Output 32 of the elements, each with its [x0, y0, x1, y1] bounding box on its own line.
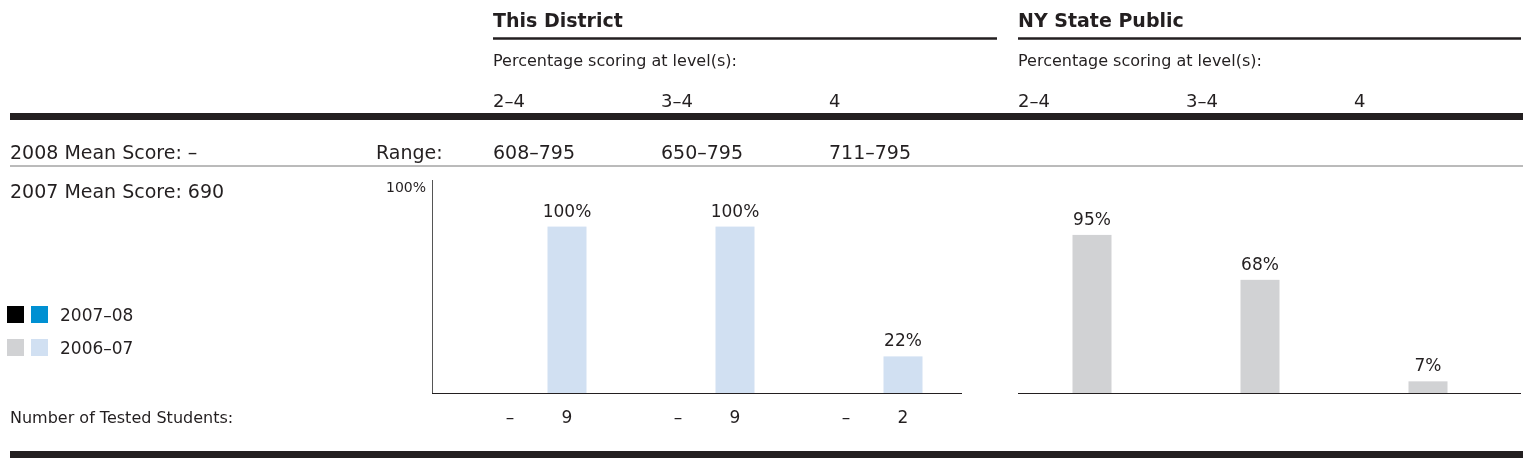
chart-subtitle: Percentage scoring at level(s):: [1018, 51, 1262, 70]
text: 9: [729, 407, 741, 427]
text: Range:: [376, 141, 443, 163]
text: 608–795: [493, 141, 576, 163]
x-tick-label: 2–4: [1018, 90, 1050, 111]
x-tick-label: 3–4: [661, 90, 693, 111]
text: –: [505, 407, 515, 427]
data-label: 100%: [542, 200, 592, 221]
data-label: 95%: [1073, 208, 1111, 229]
text: 9: [561, 407, 573, 427]
chart-subtitle: Percentage scoring at level(s):: [493, 51, 737, 70]
text: 2007 Mean Score: 690: [10, 180, 225, 202]
text: 2008 Mean Score: –: [10, 141, 198, 163]
x-tick-label: 4: [829, 90, 841, 111]
x-tick-label: 2–4: [493, 90, 525, 111]
x-tick-label: 3–4: [1186, 90, 1218, 111]
data-label: 100%: [710, 200, 760, 221]
data-label: 22%: [884, 330, 922, 351]
chart-title: This District: [493, 9, 623, 31]
text: –: [841, 407, 851, 427]
text: 650–795: [661, 141, 744, 163]
legend-label: 2007–08: [60, 305, 134, 325]
legend-label: 2006–07: [60, 338, 134, 358]
text: Number of Tested Students:: [10, 408, 234, 427]
x-tick-label: 4: [1354, 90, 1366, 111]
text: –: [673, 407, 683, 427]
text: 2: [897, 407, 909, 427]
data-label: 68%: [1241, 253, 1279, 274]
data-label: 7%: [1414, 355, 1442, 376]
text: 711–795: [829, 141, 912, 163]
chart-title: NY State Public: [1018, 9, 1184, 31]
text: 100%: [385, 179, 426, 195]
